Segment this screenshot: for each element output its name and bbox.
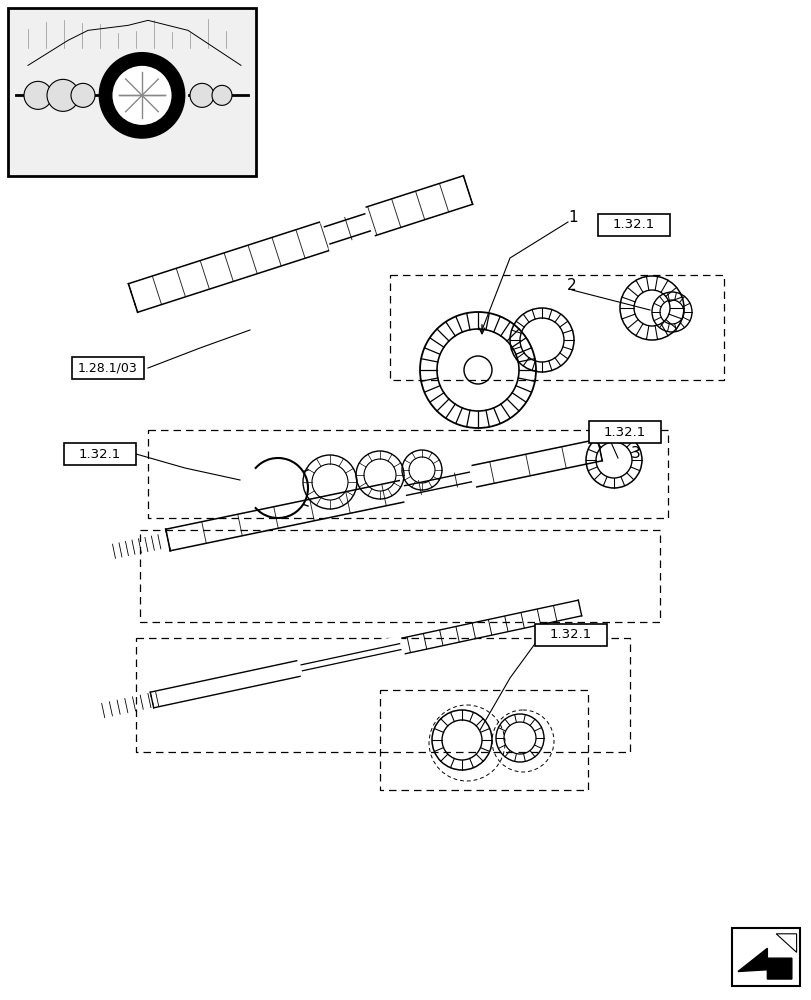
Circle shape bbox=[100, 53, 184, 137]
Text: 1.28.1/03: 1.28.1/03 bbox=[78, 361, 138, 374]
Circle shape bbox=[71, 83, 95, 107]
Polygon shape bbox=[737, 948, 791, 979]
Circle shape bbox=[112, 65, 172, 126]
Text: 1.32.1: 1.32.1 bbox=[603, 426, 646, 438]
Text: 3: 3 bbox=[630, 446, 640, 462]
Text: 1.32.1: 1.32.1 bbox=[612, 219, 654, 232]
Bar bbox=[64, 443, 135, 465]
Circle shape bbox=[212, 85, 232, 105]
Text: 1.32.1: 1.32.1 bbox=[549, 629, 591, 642]
Circle shape bbox=[24, 81, 52, 109]
Bar bbox=[731, 928, 799, 986]
Circle shape bbox=[47, 79, 79, 111]
Bar bbox=[8, 8, 255, 176]
Polygon shape bbox=[775, 934, 796, 952]
Bar bbox=[534, 624, 607, 646]
Bar bbox=[72, 357, 144, 379]
Text: 1: 1 bbox=[568, 211, 577, 226]
Text: 2: 2 bbox=[567, 277, 576, 292]
Bar bbox=[597, 214, 669, 236]
Text: 1.32.1: 1.32.1 bbox=[79, 448, 121, 460]
Circle shape bbox=[190, 83, 214, 107]
Bar bbox=[588, 421, 660, 443]
